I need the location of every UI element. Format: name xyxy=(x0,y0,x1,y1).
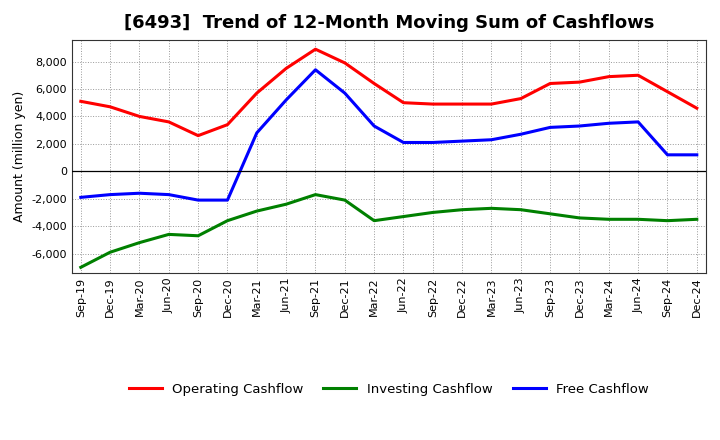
Operating Cashflow xyxy=(164,119,173,125)
Free Cashflow xyxy=(487,137,496,143)
Line: Investing Cashflow: Investing Cashflow xyxy=(81,194,697,268)
Free Cashflow xyxy=(194,198,202,203)
Investing Cashflow xyxy=(135,240,144,245)
Investing Cashflow xyxy=(194,233,202,238)
Free Cashflow xyxy=(253,130,261,136)
Investing Cashflow xyxy=(106,249,114,255)
Investing Cashflow xyxy=(516,207,525,213)
Line: Operating Cashflow: Operating Cashflow xyxy=(81,49,697,136)
Operating Cashflow xyxy=(341,60,349,66)
Free Cashflow xyxy=(311,67,320,73)
Investing Cashflow xyxy=(634,216,642,222)
Investing Cashflow xyxy=(458,207,467,213)
Title: [6493]  Trend of 12-Month Moving Sum of Cashflows: [6493] Trend of 12-Month Moving Sum of C… xyxy=(124,15,654,33)
Free Cashflow xyxy=(164,192,173,197)
Operating Cashflow xyxy=(370,81,379,86)
Investing Cashflow xyxy=(605,216,613,222)
Investing Cashflow xyxy=(399,214,408,219)
Investing Cashflow xyxy=(546,211,554,216)
Operating Cashflow xyxy=(634,73,642,78)
Operating Cashflow xyxy=(516,96,525,101)
Investing Cashflow xyxy=(76,265,85,270)
Free Cashflow xyxy=(634,119,642,125)
Investing Cashflow xyxy=(575,215,584,220)
Investing Cashflow xyxy=(663,218,672,224)
Investing Cashflow xyxy=(370,218,379,224)
Legend: Operating Cashflow, Investing Cashflow, Free Cashflow: Operating Cashflow, Investing Cashflow, … xyxy=(124,378,654,401)
Operating Cashflow xyxy=(223,122,232,127)
Free Cashflow xyxy=(663,152,672,158)
Operating Cashflow xyxy=(194,133,202,138)
Investing Cashflow xyxy=(282,202,290,207)
Free Cashflow xyxy=(106,192,114,197)
Operating Cashflow xyxy=(253,91,261,96)
Free Cashflow xyxy=(341,91,349,96)
Free Cashflow xyxy=(370,123,379,128)
Operating Cashflow xyxy=(663,89,672,94)
Investing Cashflow xyxy=(311,192,320,197)
Investing Cashflow xyxy=(223,218,232,224)
Operating Cashflow xyxy=(605,74,613,79)
Line: Free Cashflow: Free Cashflow xyxy=(81,70,697,200)
Investing Cashflow xyxy=(693,216,701,222)
Free Cashflow xyxy=(135,191,144,196)
Operating Cashflow xyxy=(487,102,496,107)
Free Cashflow xyxy=(282,97,290,103)
Investing Cashflow xyxy=(253,209,261,214)
Y-axis label: Amount (million yen): Amount (million yen) xyxy=(13,91,26,222)
Investing Cashflow xyxy=(164,232,173,237)
Operating Cashflow xyxy=(311,47,320,52)
Free Cashflow xyxy=(516,132,525,137)
Operating Cashflow xyxy=(76,99,85,104)
Investing Cashflow xyxy=(487,205,496,211)
Free Cashflow xyxy=(399,140,408,145)
Free Cashflow xyxy=(223,198,232,203)
Free Cashflow xyxy=(428,140,437,145)
Free Cashflow xyxy=(458,139,467,144)
Operating Cashflow xyxy=(282,66,290,71)
Operating Cashflow xyxy=(106,104,114,110)
Free Cashflow xyxy=(575,123,584,128)
Investing Cashflow xyxy=(341,198,349,203)
Operating Cashflow xyxy=(546,81,554,86)
Operating Cashflow xyxy=(399,100,408,105)
Operating Cashflow xyxy=(458,102,467,107)
Operating Cashflow xyxy=(693,106,701,111)
Free Cashflow xyxy=(76,195,85,200)
Operating Cashflow xyxy=(575,80,584,85)
Free Cashflow xyxy=(605,121,613,126)
Operating Cashflow xyxy=(135,114,144,119)
Free Cashflow xyxy=(693,152,701,158)
Free Cashflow xyxy=(546,125,554,130)
Operating Cashflow xyxy=(428,102,437,107)
Investing Cashflow xyxy=(428,210,437,215)
